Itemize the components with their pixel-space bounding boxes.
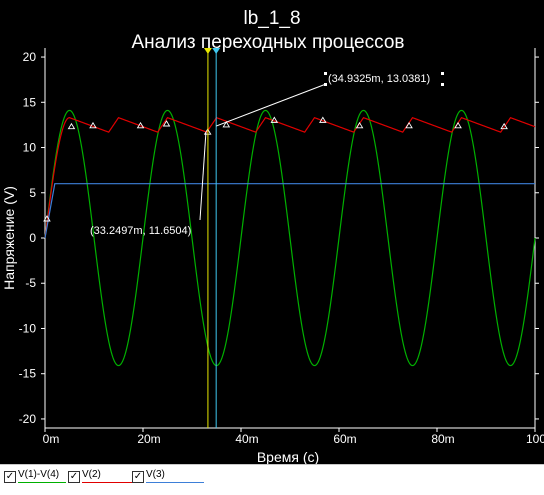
y-tick-label: -5 bbox=[25, 276, 36, 290]
annotation-2-handle bbox=[324, 72, 327, 75]
series-line-v3 bbox=[44, 183, 535, 239]
legend-checkbox[interactable]: ✓ bbox=[132, 471, 144, 483]
x-tick-label: 0m bbox=[43, 432, 60, 446]
legend-label: V(2) bbox=[82, 469, 101, 480]
y-tick-label: 15 bbox=[23, 95, 37, 109]
data-marker bbox=[67, 122, 76, 130]
y-tick-label: 20 bbox=[23, 50, 37, 64]
data-marker bbox=[454, 121, 462, 129]
series-line-v1-v4 bbox=[44, 109, 536, 367]
chart-svg[interactable]: lb_1_8 Анализ переходных процессов 20 15 10 5… bbox=[0, 0, 544, 474]
annotation-1-leader bbox=[199, 132, 207, 221]
annotation-2-leader bbox=[215, 83, 327, 127]
data-marker bbox=[162, 120, 171, 127]
annotation-2-label: (34.9325m, 13.0381) bbox=[328, 73, 430, 85]
y-tick-label: -20 bbox=[19, 412, 37, 426]
data-marker bbox=[89, 121, 97, 129]
data-marker bbox=[319, 116, 327, 123]
y-tick-label: -10 bbox=[19, 321, 37, 335]
legend-label: V(1)-V(4) bbox=[18, 469, 60, 480]
data-marker bbox=[500, 122, 508, 130]
data-marker bbox=[405, 121, 413, 129]
cursor-1-handle bbox=[203, 48, 212, 54]
x-tick-label: 40m bbox=[235, 432, 258, 446]
y-tick-label: 5 bbox=[29, 186, 36, 200]
data-marker bbox=[355, 121, 364, 129]
y-tick-label: -15 bbox=[19, 367, 37, 381]
x-tick-label: 60m bbox=[333, 432, 356, 446]
series-line-v2 bbox=[44, 116, 536, 239]
plot-frame bbox=[0, 0, 544, 474]
data-marker bbox=[43, 215, 51, 222]
x-tick-label: 20m bbox=[137, 432, 160, 446]
data-marker bbox=[270, 116, 279, 123]
x-axis-label: Время (с) bbox=[257, 449, 319, 465]
legend-checkbox[interactable]: ✓ bbox=[4, 471, 16, 483]
annotation-2-handle bbox=[441, 72, 444, 75]
legend-swatch bbox=[18, 482, 66, 483]
chart-subtitle: Анализ переходных процессов bbox=[132, 32, 405, 53]
legend: ✓ V(1)-V(4) ✓ V(2) ✓ V(3) bbox=[0, 464, 544, 495]
y-tick-label: 10 bbox=[23, 141, 37, 155]
x-tick-label: 100m bbox=[526, 432, 544, 446]
annotation-1-label: (33.2497m, 11.6504) bbox=[90, 225, 191, 237]
data-marker bbox=[222, 121, 231, 128]
legend-label: V(3) bbox=[146, 469, 165, 480]
y-axis-label: Напряжение (V) bbox=[1, 186, 17, 290]
legend-swatch bbox=[82, 482, 134, 483]
x-tick-label: 80m bbox=[431, 432, 454, 446]
chart-title: lb_1_8 bbox=[243, 8, 300, 29]
annotation-2-handle bbox=[441, 83, 444, 86]
y-tick-label: 0 bbox=[29, 231, 36, 245]
annotation-2-handle bbox=[324, 83, 327, 86]
legend-swatch bbox=[146, 482, 204, 483]
cursor-2-handle bbox=[212, 48, 221, 54]
data-marker bbox=[136, 121, 145, 129]
legend-checkbox[interactable]: ✓ bbox=[68, 471, 80, 483]
